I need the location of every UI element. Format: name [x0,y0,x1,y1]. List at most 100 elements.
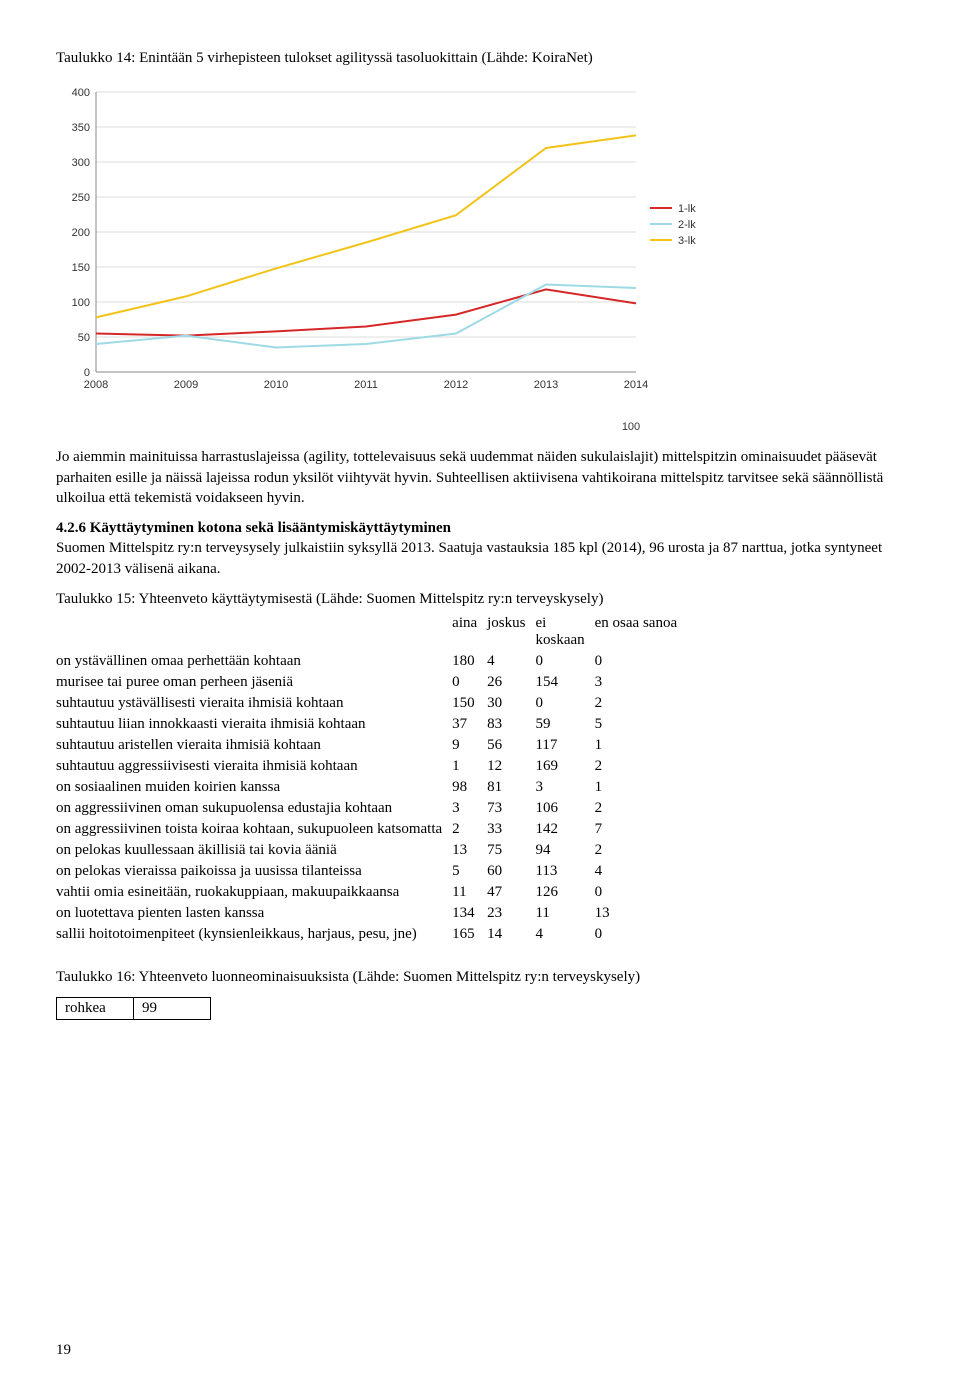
table-row: on pelokas vieraissa paikoissa ja uusiss… [56,861,687,882]
table-row: murisee tai puree oman perheen jäseniä02… [56,672,687,693]
svg-text:150: 150 [72,262,90,274]
row-value: 2 [452,819,487,840]
table16: rohkea 99 [56,997,211,1020]
row-value: 106 [535,798,594,819]
row-value: 75 [487,840,535,861]
table-row: on ystävällinen omaa perhettään kohtaan1… [56,651,687,672]
row-label: on aggressiivinen oman sukupuolensa edus… [56,798,452,819]
row-value: 5 [595,714,687,735]
row-value: 73 [487,798,535,819]
svg-text:2011: 2011 [354,379,378,391]
row-label: on pelokas vieraissa paikoissa ja uusiss… [56,861,452,882]
row-value: 60 [487,861,535,882]
row-value: 126 [535,882,594,903]
row-value: 14 [487,924,535,945]
table16-caption: Taulukko 16: Yhteenveto luonneominaisuuk… [56,967,904,987]
svg-text:400: 400 [72,87,90,99]
row-value: 83 [487,714,535,735]
row-value: 5 [452,861,487,882]
row-label: vahtii omia esineitään, ruokakuppiaan, m… [56,882,452,903]
row-value: 30 [487,693,535,714]
row-value: 98 [452,777,487,798]
row-value: 0 [595,924,687,945]
row-value: 2 [595,798,687,819]
table15-header: eikoskaan [535,613,594,651]
svg-text:2012: 2012 [444,379,468,391]
row-value: 0 [452,672,487,693]
table-row: on luotettava pienten lasten kanssa13423… [56,903,687,924]
row-value: 0 [535,651,594,672]
paragraph-intro: Jo aiemmin mainituissa harrastuslajeissa… [56,447,904,508]
row-value: 3 [535,777,594,798]
heading-4-2-6: 4.2.6 Käyttäytyminen kotona sekä lisäänt… [56,518,904,579]
row-value: 11 [452,882,487,903]
row-label: suhtautuu liian innokkaasti vieraita ihm… [56,714,452,735]
row-value: 154 [535,672,594,693]
table16-value: 99 [134,998,211,1020]
table-row: on sosiaalinen muiden koirien kanssa9881… [56,777,687,798]
row-value: 11 [535,903,594,924]
row-value: 1 [452,756,487,777]
row-value: 9 [452,735,487,756]
table-row: vahtii omia esineitään, ruokakuppiaan, m… [56,882,687,903]
row-label: on ystävällinen omaa perhettään kohtaan [56,651,452,672]
row-value: 81 [487,777,535,798]
svg-text:2008: 2008 [84,379,108,391]
row-value: 3 [452,798,487,819]
svg-text:3-lk: 3-lk [678,235,696,247]
row-label: suhtautuu ystävällisesti vieraita ihmisi… [56,693,452,714]
table14-caption: Taulukko 14: Enintään 5 virhepisteen tul… [56,48,904,68]
table-row: sallii hoitotoimenpiteet (kynsienleikkau… [56,924,687,945]
svg-text:2-lk: 2-lk [678,219,696,231]
table16-label: rohkea [57,998,134,1020]
row-label: sallii hoitotoimenpiteet (kynsienleikkau… [56,924,452,945]
svg-text:250: 250 [72,192,90,204]
row-value: 134 [452,903,487,924]
row-value: 56 [487,735,535,756]
svg-text:350: 350 [72,122,90,134]
row-value: 59 [535,714,594,735]
table-row: suhtautuu ystävällisesti vieraita ihmisi… [56,693,687,714]
row-value: 165 [452,924,487,945]
table-row: suhtautuu aristellen vieraita ihmisiä ko… [56,735,687,756]
table15: ainajoskuseikoskaanen osaa sanoaon ystäv… [56,613,687,945]
table-row: suhtautuu liian innokkaasti vieraita ihm… [56,714,687,735]
row-value: 0 [595,651,687,672]
svg-text:100: 100 [72,297,90,309]
table-row: on aggressiivinen oman sukupuolensa edus… [56,798,687,819]
row-value: 142 [535,819,594,840]
row-value: 0 [595,882,687,903]
table15-header: en osaa sanoa [595,613,687,651]
row-value: 1 [595,735,687,756]
row-label: murisee tai puree oman perheen jäseniä [56,672,452,693]
row-value: 4 [595,861,687,882]
row-label: on luotettava pienten lasten kanssa [56,903,452,924]
row-value: 47 [487,882,535,903]
row-value: 94 [535,840,594,861]
svg-text:2009: 2009 [174,379,198,391]
table-row: on pelokas kuullessaan äkillisiä tai kov… [56,840,687,861]
row-value: 150 [452,693,487,714]
svg-text:1-lk: 1-lk [678,203,696,215]
svg-text:50: 50 [78,332,90,344]
row-label: on aggressiivinen toista koiraa kohtaan,… [56,819,452,840]
table15-header: joskus [487,613,535,651]
row-value: 113 [535,861,594,882]
svg-text:200: 200 [72,227,90,239]
heading-4-2-6-title: 4.2.6 Käyttäytyminen kotona sekä lisäänt… [56,520,451,536]
table15-caption: Taulukko 15: Yhteenveto käyttäytymisestä… [56,589,904,609]
row-value: 26 [487,672,535,693]
row-value: 23 [487,903,535,924]
row-value: 4 [535,924,594,945]
row-label: suhtautuu aggressiivisesti vieraita ihmi… [56,756,452,777]
row-value: 13 [452,840,487,861]
paragraph-survey: Suomen Mittelspitz ry:n terveysysely jul… [56,540,882,576]
table15-header [56,613,452,651]
row-value: 33 [487,819,535,840]
table-row: on aggressiivinen toista koiraa kohtaan,… [56,819,687,840]
row-label: on pelokas kuullessaan äkillisiä tai kov… [56,840,452,861]
row-value: 37 [452,714,487,735]
svg-text:0: 0 [84,367,90,379]
row-value: 13 [595,903,687,924]
svg-text:300: 300 [72,157,90,169]
